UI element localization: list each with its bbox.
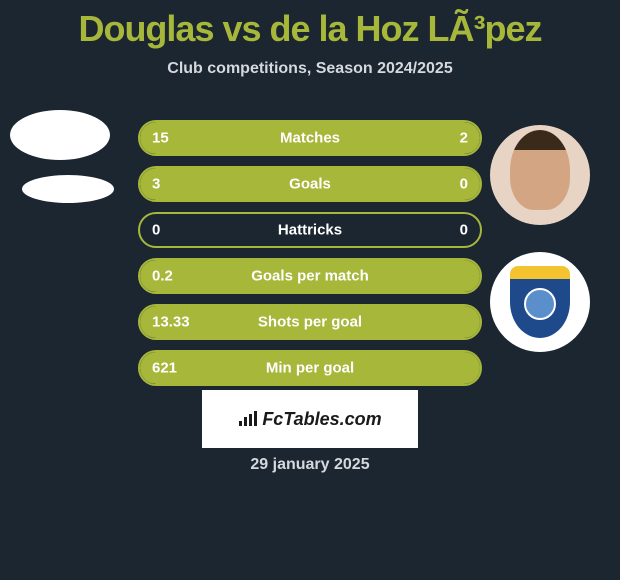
player-left-club-badge [22,175,114,203]
chart-icon [238,411,258,427]
player-left-avatar [10,110,110,160]
stat-label: Shots per goal [258,314,362,331]
stat-value-right: 2 [460,130,468,147]
stat-label: Matches [280,130,340,147]
stat-label: Min per goal [266,360,354,377]
stat-row: 3 Goals 0 [138,166,482,202]
footer-logo: FcTables.com [202,390,418,448]
stat-value-left: 3 [152,176,160,193]
page-subtitle: Club competitions, Season 2024/2025 [0,60,620,78]
club-badge-icon [510,266,570,338]
stat-value-left: 15 [152,130,169,147]
club-badge-inner-icon [524,288,556,320]
stat-bar-left [140,122,405,154]
player-face-icon [510,130,570,210]
footer-brand-text: FcTables.com [262,409,381,430]
stat-label: Goals per match [251,268,369,285]
stat-value-right: 0 [460,222,468,239]
stat-value-left: 0 [152,222,160,239]
stat-row: 13.33 Shots per goal [138,304,482,340]
stat-row: 621 Min per goal [138,350,482,386]
stat-label: Goals [289,176,331,193]
stats-container: 15 Matches 2 3 Goals 0 0 Hattricks 0 0.2… [138,120,482,396]
stat-row: 15 Matches 2 [138,120,482,156]
stat-value-left: 13.33 [152,314,190,331]
stat-row: 0.2 Goals per match [138,258,482,294]
player-right-avatar [490,125,590,225]
stat-value-left: 621 [152,360,177,377]
player-right-club-badge [490,252,590,352]
stat-value-left: 0.2 [152,268,173,285]
stat-row: 0 Hattricks 0 [138,212,482,248]
date-text: 29 january 2025 [250,456,369,474]
stat-label: Hattricks [278,222,342,239]
stat-value-right: 0 [460,176,468,193]
page-title: Douglas vs de la Hoz LÃ³pez [0,0,620,50]
stat-bar-right [405,122,480,154]
